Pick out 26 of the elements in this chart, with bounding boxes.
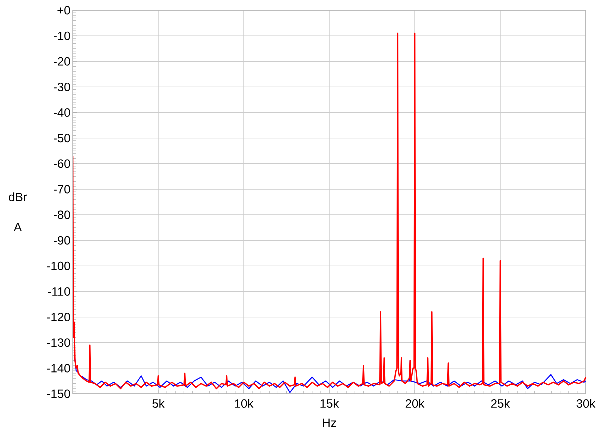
x-tick-label: 25k [491,399,510,408]
y-tick-label: -50 [54,134,70,143]
x-tick-label: 5k [152,399,165,408]
y-tick-label: -150 [47,390,70,398]
y-tick-label: -20 [54,57,70,66]
y-tick-label: -80 [54,210,70,220]
line-series [74,355,586,394]
y-tick-label: -10 [54,32,70,40]
line-series [73,32,586,390]
y-tick-label: -130 [47,338,70,348]
y-tick-label: -100 [47,262,70,270]
x-axis-title: Hz [323,418,336,428]
y-tick-label: -30 [54,82,70,92]
y-tick-label: -140 [47,364,70,373]
x-tick-label: 30k [576,399,596,408]
text: dBr A [9,192,28,232]
y-tick-label: -70 [54,185,70,194]
y-tick-label: -90 [54,236,70,245]
x-tick-label: 15k [320,399,340,408]
y-tick-label: -110 [48,287,70,296]
y-tick-label: -120 [47,313,70,322]
x-tick-label: 10k [235,399,254,408]
y-tick-label: -60 [54,160,70,168]
y-tick-label: +0 [58,6,70,15]
x-tick-label: 20k [406,399,425,408]
y-tick-label: -40 [54,108,70,118]
